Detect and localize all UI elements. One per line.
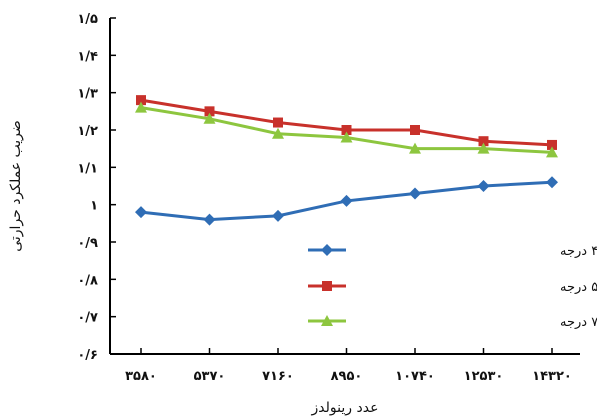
y-tick-label: ۰/۷ xyxy=(77,311,98,326)
legend-item: درون لوله یی با زاویه پره ۵۵ درجه xyxy=(308,280,597,295)
data-point xyxy=(409,187,421,200)
y-tick-label: ۱/۱ xyxy=(77,161,98,176)
data-point xyxy=(478,136,489,147)
data-point xyxy=(340,131,353,143)
y-tick-label: ۱/۵ xyxy=(77,12,98,27)
data-point xyxy=(135,101,147,113)
legend-item: درون لوله یی با زاویه پره ۷۰ درجه xyxy=(308,315,597,330)
legend-marker xyxy=(321,315,333,326)
x-ticks: ۳۵۸۰ ۵۳۷۰ ۷۱۶۰ ۸۹۵۰ ۱۰۷۴۰ ۱۲۵۳۰ ۱۴۳۲۰ xyxy=(125,348,572,384)
series-layer xyxy=(135,95,558,226)
data-point xyxy=(273,117,283,128)
x-tick-label: ۵۳۷۰ xyxy=(194,369,226,384)
data-point xyxy=(136,95,146,106)
x-tick-label: ۳۵۸۰ xyxy=(125,369,157,384)
x-tick-label: ۱۰۷۴۰ xyxy=(395,369,435,384)
data-point xyxy=(546,146,558,158)
series-3 xyxy=(135,101,558,158)
data-point xyxy=(204,106,215,117)
x-tick-label: ۱۲۵۳۰ xyxy=(464,369,504,384)
y-ticks: ۰/۶ ۰/۷ ۰/۸ ۰/۹ ۱ ۱/۱ ۱/۲ ۱/۳ ۱/۴ ۱/۵ xyxy=(77,12,116,363)
x-tick-label: ۷۱۶۰ xyxy=(262,369,294,384)
legend-marker xyxy=(322,281,332,291)
legend-marker xyxy=(321,244,333,256)
data-point xyxy=(203,213,216,226)
data-point xyxy=(546,176,558,189)
data-point xyxy=(135,206,147,219)
y-axis-title: ضریب عملکرد حرارتی xyxy=(8,120,24,252)
y-tick-label: ۰/۹ xyxy=(77,236,98,251)
y-tick-label: ۱/۲ xyxy=(77,124,98,139)
y-tick-label: ۰/۶ xyxy=(77,348,98,363)
data-point xyxy=(410,125,420,135)
y-tick-label: ۰/۸ xyxy=(77,273,98,288)
axes xyxy=(109,18,580,355)
data-point xyxy=(272,127,284,139)
y-tick-label: ۱/۳ xyxy=(77,87,98,102)
legend-label: درون لوله یی با زاویه پره ۵۵ درجه xyxy=(560,280,597,295)
series-1 xyxy=(135,176,558,226)
legend: درون لوله یی با زاویه پره ۴۰ درجه درون لو… xyxy=(308,244,597,330)
data-point xyxy=(409,142,421,154)
data-point xyxy=(272,209,284,222)
x-tick-label: ۸۹۵۰ xyxy=(331,369,363,384)
data-point xyxy=(547,139,557,150)
data-point xyxy=(477,142,490,154)
data-point xyxy=(341,125,352,135)
data-point xyxy=(477,180,490,192)
x-axis-title: عدد رینولدز xyxy=(311,400,379,416)
data-point xyxy=(340,194,353,207)
x-tick-label: ۱۴۳۲۰ xyxy=(532,369,572,384)
data-point xyxy=(203,112,216,124)
series-2 xyxy=(136,95,557,150)
legend-label: درون لوله یی با زاویه پره ۴۰ درجه xyxy=(560,244,597,259)
legend-label: درون لوله یی با زاویه پره ۷۰ درجه xyxy=(560,315,597,330)
legend-item: درون لوله یی با زاویه پره ۴۰ درجه xyxy=(308,244,597,259)
y-tick-label: ۱ xyxy=(90,199,98,214)
y-tick-label: ۱/۴ xyxy=(77,49,98,64)
